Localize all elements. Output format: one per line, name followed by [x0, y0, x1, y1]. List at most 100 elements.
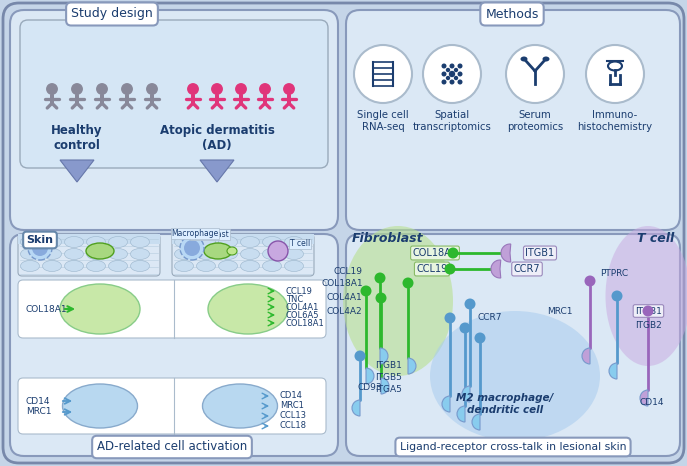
Text: MRC1: MRC1 [280, 402, 304, 411]
Text: AD-related cell activation: AD-related cell activation [97, 440, 247, 453]
Ellipse shape [240, 237, 260, 247]
Wedge shape [457, 406, 465, 422]
Wedge shape [381, 378, 389, 394]
Circle shape [585, 275, 596, 287]
Circle shape [122, 84, 132, 94]
Text: CCR7: CCR7 [478, 314, 502, 322]
Text: ITGB1: ITGB1 [526, 248, 554, 258]
Bar [172, 234, 314, 244]
Wedge shape [609, 363, 617, 379]
Bar [18, 234, 160, 244]
Circle shape [506, 45, 564, 103]
Ellipse shape [131, 248, 150, 260]
Ellipse shape [174, 260, 194, 272]
Ellipse shape [109, 248, 128, 260]
Ellipse shape [227, 247, 237, 255]
Circle shape [97, 84, 107, 94]
Text: COL4A1: COL4A1 [326, 294, 362, 302]
Text: ITGB2: ITGB2 [635, 322, 662, 330]
Circle shape [450, 80, 454, 84]
Ellipse shape [43, 237, 62, 247]
Circle shape [361, 286, 372, 296]
Text: CCR7: CCR7 [514, 264, 540, 274]
Ellipse shape [43, 260, 62, 272]
Ellipse shape [21, 260, 39, 272]
Ellipse shape [262, 248, 282, 260]
Text: MRC1: MRC1 [548, 307, 573, 315]
Text: ITGA5: ITGA5 [375, 385, 402, 395]
Wedge shape [462, 386, 470, 402]
Ellipse shape [218, 237, 238, 247]
FancyBboxPatch shape [18, 280, 326, 338]
Circle shape [442, 64, 446, 68]
Circle shape [444, 263, 455, 274]
Text: Healthy
control: Healthy control [52, 124, 103, 152]
Ellipse shape [204, 243, 232, 259]
Circle shape [260, 84, 270, 94]
Text: Single cell
RNA-seq: Single cell RNA-seq [357, 110, 409, 131]
Ellipse shape [343, 226, 453, 376]
Ellipse shape [21, 248, 39, 260]
Ellipse shape [240, 260, 260, 272]
Text: Spatial
transcriptomics: Spatial transcriptomics [413, 110, 491, 131]
Ellipse shape [174, 237, 194, 247]
Circle shape [268, 241, 288, 261]
Ellipse shape [60, 284, 140, 334]
Circle shape [611, 290, 622, 302]
Text: COL18A1: COL18A1 [413, 248, 458, 258]
Ellipse shape [87, 237, 106, 247]
Text: CCL19: CCL19 [334, 267, 363, 275]
Circle shape [447, 76, 449, 80]
Text: CD14: CD14 [640, 398, 664, 407]
Wedge shape [352, 400, 360, 416]
Wedge shape [366, 368, 374, 384]
Circle shape [450, 64, 454, 68]
Ellipse shape [109, 237, 128, 247]
Ellipse shape [262, 260, 282, 272]
Text: COL4A2: COL4A2 [326, 307, 362, 315]
FancyBboxPatch shape [18, 234, 160, 276]
Circle shape [475, 333, 486, 343]
Ellipse shape [196, 237, 216, 247]
Circle shape [455, 76, 458, 80]
Text: COL6A5: COL6A5 [286, 310, 319, 320]
Text: Atopic dermatitis
(AD): Atopic dermatitis (AD) [159, 124, 274, 152]
FancyBboxPatch shape [10, 234, 338, 456]
Text: T cell: T cell [290, 240, 311, 248]
FancyBboxPatch shape [18, 378, 326, 434]
Circle shape [212, 84, 222, 94]
Circle shape [447, 69, 449, 71]
Wedge shape [501, 244, 510, 262]
Text: Skin: Skin [27, 235, 54, 245]
Text: CD93: CD93 [358, 384, 383, 392]
Circle shape [458, 80, 462, 84]
Ellipse shape [65, 237, 84, 247]
FancyBboxPatch shape [172, 234, 314, 276]
Ellipse shape [65, 260, 84, 272]
Text: PTPRC: PTPRC [600, 269, 628, 279]
Text: CD14: CD14 [280, 391, 303, 400]
Ellipse shape [218, 248, 238, 260]
FancyBboxPatch shape [346, 10, 680, 230]
Ellipse shape [605, 226, 687, 366]
Circle shape [32, 240, 48, 256]
Circle shape [180, 236, 204, 260]
Ellipse shape [65, 248, 84, 260]
Ellipse shape [543, 56, 550, 62]
Circle shape [423, 45, 481, 103]
Text: COL18A1: COL18A1 [286, 318, 325, 328]
Circle shape [354, 45, 412, 103]
Polygon shape [60, 160, 94, 182]
Text: MRC1: MRC1 [26, 407, 52, 417]
Text: CCL19: CCL19 [416, 264, 448, 274]
Text: Immuno-
histochemistry: Immuno- histochemistry [578, 110, 653, 131]
Text: Fibroblast: Fibroblast [352, 232, 424, 245]
Circle shape [458, 72, 462, 76]
Text: M2 macrophage/
dendritic cell: M2 macrophage/ dendritic cell [456, 393, 554, 415]
Wedge shape [442, 396, 450, 412]
FancyBboxPatch shape [10, 10, 338, 230]
Circle shape [184, 240, 200, 256]
Text: CCL19: CCL19 [286, 287, 313, 295]
Circle shape [354, 350, 365, 362]
FancyBboxPatch shape [3, 3, 684, 463]
